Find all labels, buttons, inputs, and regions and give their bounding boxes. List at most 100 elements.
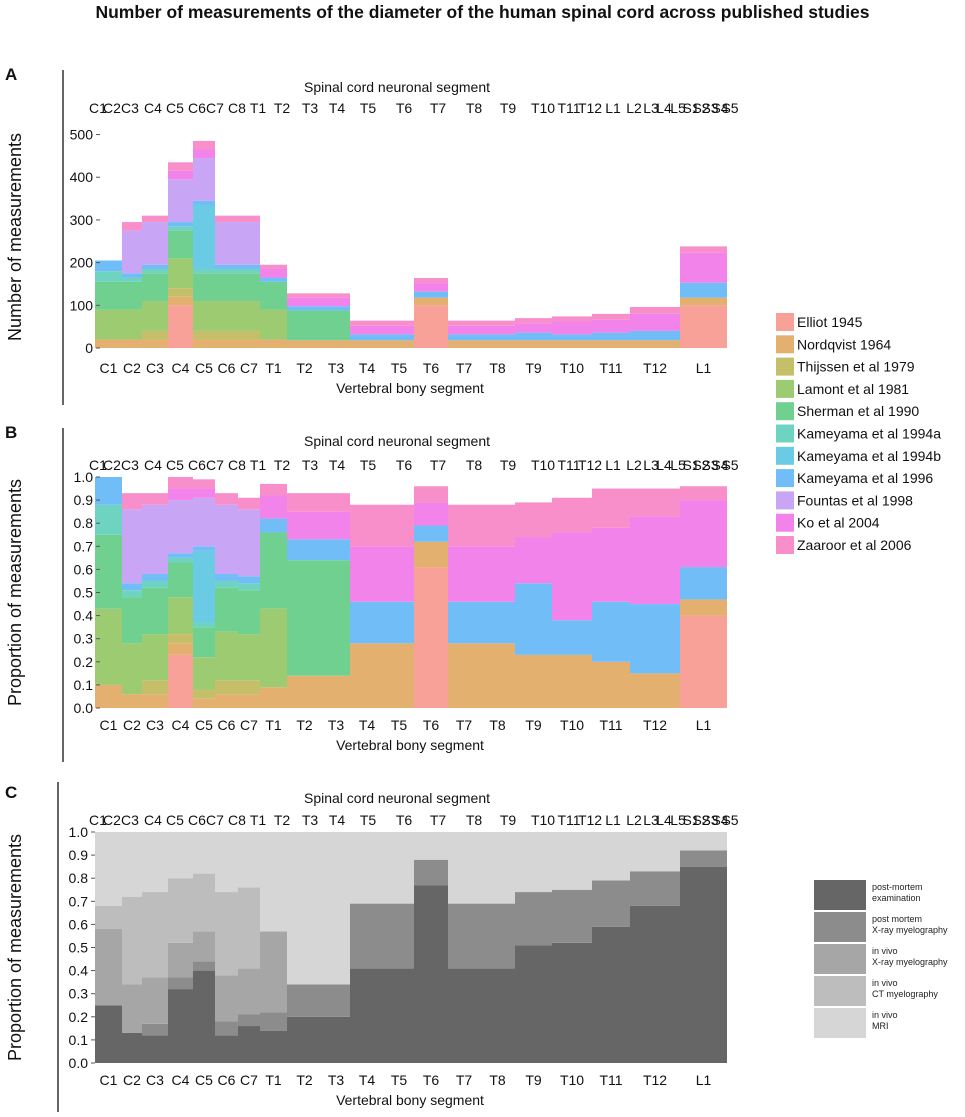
vertebral-tick-label: T12 [643,360,667,376]
neuronal-tick-label: C8 [228,812,246,828]
neuronal-tick-label: L4 [656,457,672,473]
vertebral-tick-label: C5 [195,1072,213,1088]
neuronal-tick-label: L5 [670,100,686,116]
bar-segment [238,509,260,577]
vertebral-tick-label: T2 [296,1072,313,1088]
bar-segment [193,546,215,551]
bar-segment [260,1030,287,1063]
bar-segment [168,296,193,306]
legend-swatch [776,379,794,398]
bar-segment [350,643,384,708]
vertebral-tick-label: T8 [489,717,506,733]
bar-segment [630,313,680,331]
panel-letter: C [5,783,17,802]
bar-segment [322,310,350,341]
bar-segment [142,301,168,331]
bar-segment [122,597,142,644]
bar-segment [215,339,238,348]
bar-segment [322,306,350,311]
vertebral-tick-label: T2 [296,360,313,376]
x-axis-label: Vertebral bony segment [336,737,484,753]
vertebral-tick-label: T6 [423,360,440,376]
y-tick-label: 0.5 [69,940,89,956]
neuronal-tick-label: T9 [500,100,517,116]
legend-swatch [814,1008,866,1038]
panel-a: A 0 100 200 300 400 500 Number of measurements S… [5,65,739,405]
bar-segment [515,318,552,324]
bar-segment [215,222,238,265]
neuronal-tick-label: S2 [692,812,709,828]
bar-segment [680,282,727,298]
bar-segment [168,654,193,708]
bar-segment [322,297,350,307]
neuronal-tick-label: C6 [188,100,206,116]
neuronal-tick-label: T11 [557,100,580,116]
vertebral-tick-label: T11 [599,1072,622,1088]
legend-swatch [776,469,794,488]
vertebral-tick-label: T6 [423,717,440,733]
legend-label: Elliot 1945 [797,314,863,330]
neuronal-tick-label: T3 [302,812,319,828]
panel-letter: A [5,65,17,84]
bar-segment [215,273,238,302]
bar-segment [95,309,122,340]
bar-segment [414,486,448,503]
bar-segment [238,583,260,591]
legend-label: post mortem X-ray myelography [872,914,948,935]
bar-segment [168,179,193,223]
bar-segment [480,601,515,644]
bar-segment [122,643,142,695]
vertebral-tick-label: T4 [359,717,376,733]
bar-segment [414,832,448,860]
bar-segment [193,873,215,932]
bar-segment [414,283,448,292]
y-tick-label: 0.3 [69,986,89,1002]
bar-segment [680,305,727,348]
legend-label: Fountas et al 1998 [797,492,913,508]
bar-segment [680,850,727,867]
bar-segment [193,158,215,201]
bar-segment [515,537,552,584]
bar-segment [215,631,238,681]
vertebral-tick-label: C4 [172,360,190,376]
bar-segment [142,330,168,340]
y-tick-label: 0.4 [74,608,94,624]
bar-segment [193,931,215,962]
bar-segment [448,504,480,547]
bar-segment [515,340,552,348]
bar-segment [215,330,238,340]
neuronal-tick-label: L1 [605,457,621,473]
neuronal-tick-label: C4 [144,100,162,116]
vertebral-tick-label: C4 [172,1072,190,1088]
bar-segment [238,330,260,340]
bar-segment [168,500,193,554]
vertebral-tick-label: T10 [560,1072,584,1088]
bar-segment [142,264,168,270]
neuronal-tick-label: S1 [682,100,699,116]
bar-segment [448,832,480,904]
bar-segment [287,310,322,341]
bar-segment [238,1026,260,1063]
study-legend: Elliot 1945 Nordqvist 1964 Thijssen et al … [776,313,941,554]
legend-label: Kameyama et al 1996 [797,470,933,486]
bar-segment [260,264,287,270]
neuronal-tick-label: C6 [188,812,206,828]
bar-segment [322,560,350,676]
bar-segment [168,832,193,879]
bar-segment [322,493,350,512]
bar-segment [215,301,238,331]
neuronal-tick-label: S1 [682,457,699,473]
top-axis-label: Spinal cord neuronal segment [304,79,490,95]
bar-segment [384,968,414,1063]
bar-segment [95,271,122,282]
bar-segment [480,320,515,326]
bar-segment [215,694,238,708]
bar-segment [552,654,592,708]
bar-segment [142,892,168,978]
page-title: Number of measurements of the diameter o… [95,2,870,22]
panel-b: B 0.0 0.1 0.2 0.3 0.4 0.5 0.6 0.7 0.8 0.9 1.0 Propor… [5,423,739,762]
bar-segment [287,511,322,540]
bar-segment [384,504,414,547]
vertebral-tick-label: T5 [391,360,408,376]
y-axis-label: Proportion of measurements [5,479,25,706]
